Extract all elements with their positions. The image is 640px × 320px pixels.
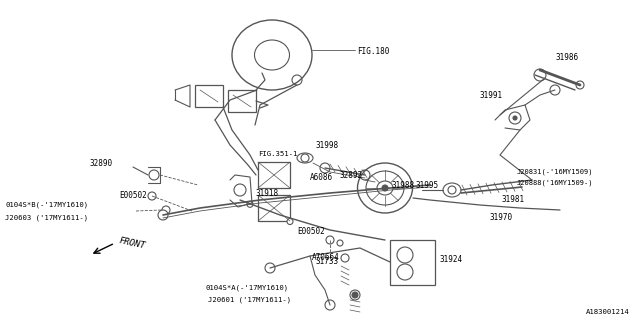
Circle shape	[350, 290, 360, 300]
Text: A183001214: A183001214	[586, 309, 630, 315]
Text: A70664: A70664	[312, 253, 340, 262]
Bar	[258, 162, 290, 188]
Circle shape	[326, 236, 334, 244]
Circle shape	[162, 206, 170, 214]
Bar	[228, 90, 256, 112]
Text: 31733: 31733	[315, 258, 338, 267]
Circle shape	[148, 192, 156, 200]
Text: J20831(-'16MY1509): J20831(-'16MY1509)	[517, 169, 593, 175]
Text: J20603 ('17MY1611-): J20603 ('17MY1611-)	[5, 215, 88, 221]
Circle shape	[158, 210, 168, 220]
Text: 31970: 31970	[490, 213, 513, 222]
Text: 31995: 31995	[415, 181, 438, 190]
Circle shape	[513, 116, 517, 120]
Bar	[195, 85, 223, 107]
Circle shape	[352, 292, 358, 298]
Text: 31988: 31988	[392, 180, 415, 189]
Bar	[258, 195, 290, 221]
Text: FRONT: FRONT	[118, 236, 146, 250]
Text: E00502: E00502	[119, 191, 147, 201]
Circle shape	[247, 201, 253, 207]
Text: 0104S*A(-'17MY1610): 0104S*A(-'17MY1610)	[205, 285, 288, 291]
Text: A6086: A6086	[310, 173, 333, 182]
Text: 31924: 31924	[440, 255, 463, 265]
Circle shape	[341, 254, 349, 262]
Circle shape	[287, 219, 293, 225]
Text: FIG.351-1: FIG.351-1	[258, 151, 298, 157]
Text: E00502: E00502	[297, 228, 325, 236]
Text: FIG.180: FIG.180	[357, 47, 389, 57]
Bar	[390, 240, 435, 285]
Text: 31991: 31991	[480, 91, 503, 100]
Text: 31981: 31981	[502, 196, 525, 204]
Text: 32890: 32890	[90, 158, 113, 167]
Text: J20888('16MY1509-): J20888('16MY1509-)	[517, 180, 593, 186]
Circle shape	[576, 81, 584, 89]
Text: 31918: 31918	[255, 188, 278, 197]
Circle shape	[301, 154, 309, 162]
Circle shape	[382, 185, 388, 191]
Circle shape	[337, 240, 343, 246]
Text: 32892: 32892	[340, 171, 363, 180]
Text: 31998: 31998	[315, 141, 338, 150]
Text: 0104S*B(-'17MY1610): 0104S*B(-'17MY1610)	[5, 202, 88, 208]
Text: J20601 ('17MY1611-): J20601 ('17MY1611-)	[208, 297, 291, 303]
Text: 31986: 31986	[555, 53, 578, 62]
